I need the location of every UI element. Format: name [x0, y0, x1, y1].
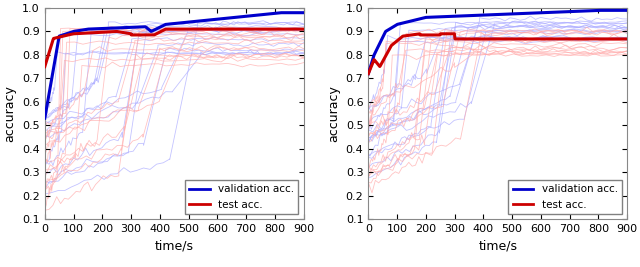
- Y-axis label: accuracy: accuracy: [4, 85, 17, 142]
- Y-axis label: accuracy: accuracy: [327, 85, 340, 142]
- X-axis label: time/s: time/s: [478, 239, 517, 252]
- X-axis label: time/s: time/s: [155, 239, 194, 252]
- Legend: validation acc., test acc.: validation acc., test acc.: [185, 180, 298, 214]
- Legend: validation acc., test acc.: validation acc., test acc.: [508, 180, 622, 214]
